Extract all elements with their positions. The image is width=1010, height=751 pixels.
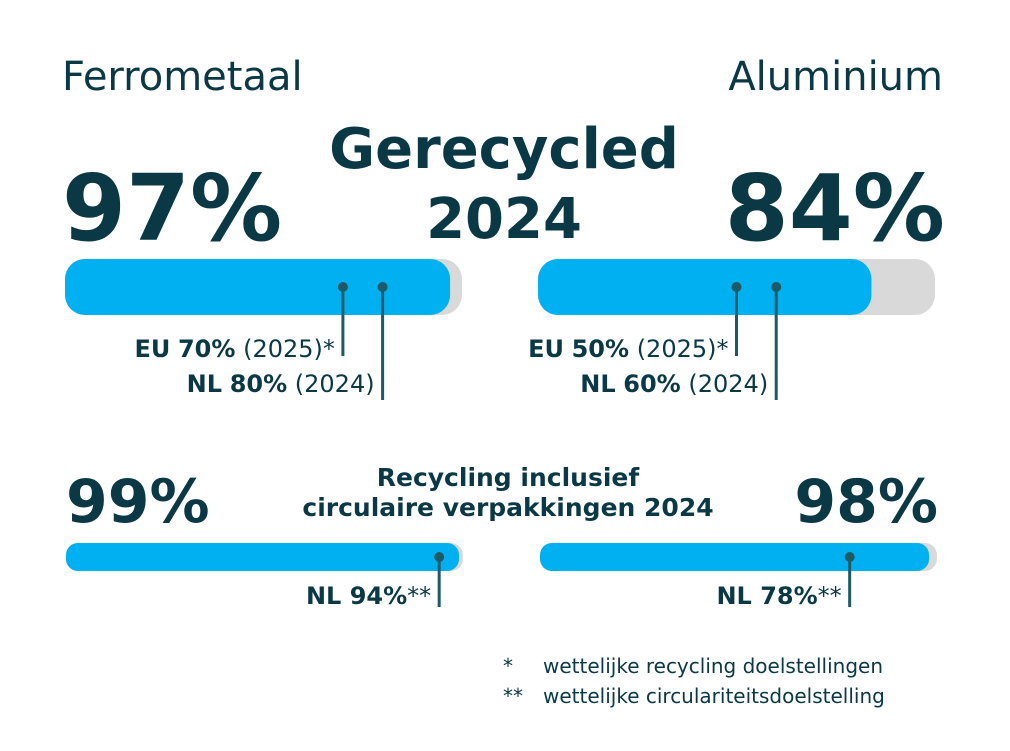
target-value: 70%	[178, 335, 235, 363]
target-label: NL 94%**	[306, 582, 431, 610]
circular-percent: 99%	[66, 467, 210, 537]
panel-title: Aluminium	[728, 54, 943, 100]
target-marker-dot	[337, 282, 348, 292]
target-year: (2025)*	[243, 335, 335, 363]
target-marker-dot	[434, 552, 445, 562]
target-marker-dot	[377, 282, 388, 292]
recycled-heading: Gerecycled	[329, 117, 679, 182]
recycled-percent: 84%	[725, 155, 945, 262]
target-value: 60%	[623, 370, 680, 398]
footnote-text: wettelijke circulariteitsdoelstelling	[543, 684, 885, 708]
bar	[538, 259, 872, 315]
circular-percent: 98%	[794, 467, 938, 537]
target-marker-dot	[731, 282, 742, 292]
target-value: 78%	[760, 582, 817, 610]
target-region: EU	[528, 335, 564, 363]
recycled-percent: 97%	[62, 155, 282, 262]
target-marker-dot	[771, 282, 782, 292]
target-region: NL	[716, 582, 751, 610]
target-value: 50%	[572, 335, 629, 363]
target-label: NL 78%**	[716, 582, 841, 610]
footnote-mark: *	[503, 654, 513, 678]
bar	[540, 543, 930, 571]
recycled-year: 2024	[426, 187, 582, 252]
target-region: NL	[187, 370, 222, 398]
target-note: **	[407, 582, 431, 610]
target-year: (2024)	[688, 370, 768, 398]
target-label: EU 70% (2025)*	[134, 335, 334, 363]
target-region: NL	[306, 582, 341, 610]
circular-heading: circulaire verpakkingen 2024	[302, 493, 713, 522]
target-marker-dot	[844, 552, 855, 562]
target-year: (2025)*	[637, 335, 729, 363]
target-label: EU 50% (2025)*	[528, 335, 728, 363]
target-value: 80%	[230, 370, 287, 398]
panel-title: Ferrometaal	[62, 54, 303, 100]
target-region: EU	[134, 335, 170, 363]
bar	[66, 543, 460, 571]
circular-heading: Recycling inclusief	[377, 463, 641, 492]
footnote-mark: **	[503, 684, 523, 708]
bar	[65, 259, 451, 315]
target-region: NL	[580, 370, 615, 398]
target-year: (2024)	[295, 370, 375, 398]
footnote-text: wettelijke recycling doelstellingen	[543, 654, 883, 678]
target-label: NL 60% (2024)	[580, 370, 768, 398]
target-value: 94%	[350, 582, 407, 610]
target-note: **	[818, 582, 842, 610]
target-label: NL 80% (2024)	[187, 370, 375, 398]
